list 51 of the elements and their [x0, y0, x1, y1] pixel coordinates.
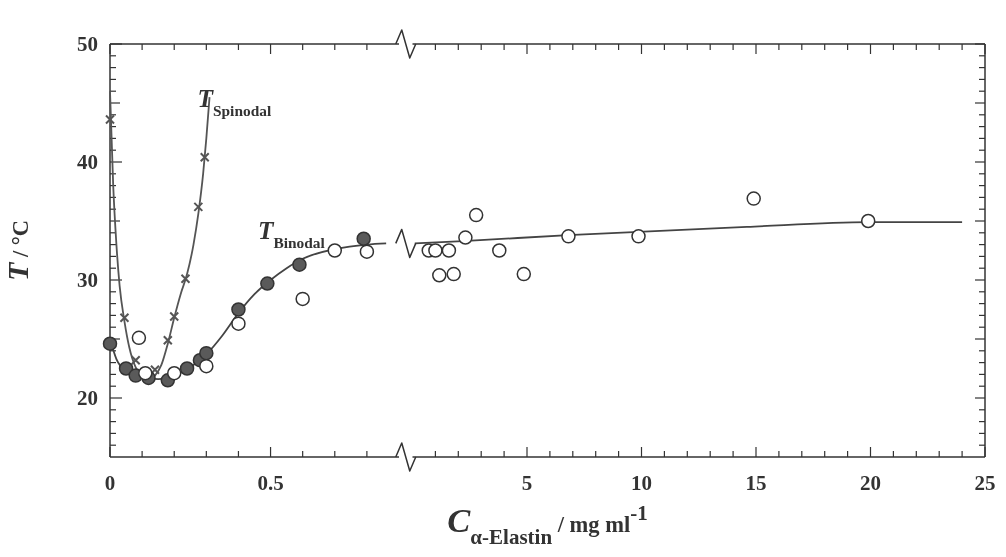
point	[468, 207, 484, 223]
point	[199, 358, 214, 374]
y-axis-title: T / °C	[1, 219, 34, 282]
point	[631, 229, 646, 244]
point	[149, 364, 160, 375]
x-tick-label: 10	[631, 471, 652, 495]
point	[441, 243, 457, 258]
point	[193, 201, 204, 212]
point	[105, 114, 115, 125]
y-tick-label: 30	[77, 268, 98, 293]
x-tick-label: 0.5	[257, 471, 284, 495]
point	[446, 266, 461, 282]
point	[131, 330, 147, 346]
point	[180, 273, 191, 284]
point	[199, 152, 210, 163]
point	[130, 355, 141, 366]
point	[295, 291, 310, 307]
point	[458, 230, 473, 245]
point	[118, 361, 134, 376]
point	[162, 335, 173, 346]
point	[179, 361, 195, 376]
point	[860, 213, 876, 229]
point	[199, 345, 214, 361]
point	[746, 191, 761, 206]
point	[561, 229, 576, 244]
point	[292, 257, 307, 272]
x-tick-label: 0	[104, 471, 116, 495]
y-tick-label: 50	[77, 32, 98, 57]
x-tick-label: 5	[521, 471, 533, 495]
point	[516, 266, 532, 282]
point	[138, 365, 153, 381]
point	[428, 243, 443, 258]
x-tick-label: 20	[860, 471, 881, 495]
point	[119, 312, 130, 323]
point	[231, 316, 246, 331]
y-tick-label: 40	[77, 150, 98, 175]
point	[102, 336, 118, 351]
point	[231, 302, 246, 317]
x-tick-label: 15	[745, 471, 767, 495]
point	[327, 243, 343, 258]
y-tick-label: 20	[77, 386, 98, 411]
series-label: T$_{Binodal}$	[258, 216, 326, 251]
point	[356, 231, 371, 246]
point	[166, 365, 182, 381]
point	[492, 243, 507, 258]
point	[260, 276, 275, 291]
x-tick-label: 25	[974, 471, 996, 495]
point	[359, 244, 375, 259]
point	[432, 268, 447, 283]
series-label: T$_{Spinodal}$	[197, 84, 272, 119]
point	[169, 311, 180, 322]
